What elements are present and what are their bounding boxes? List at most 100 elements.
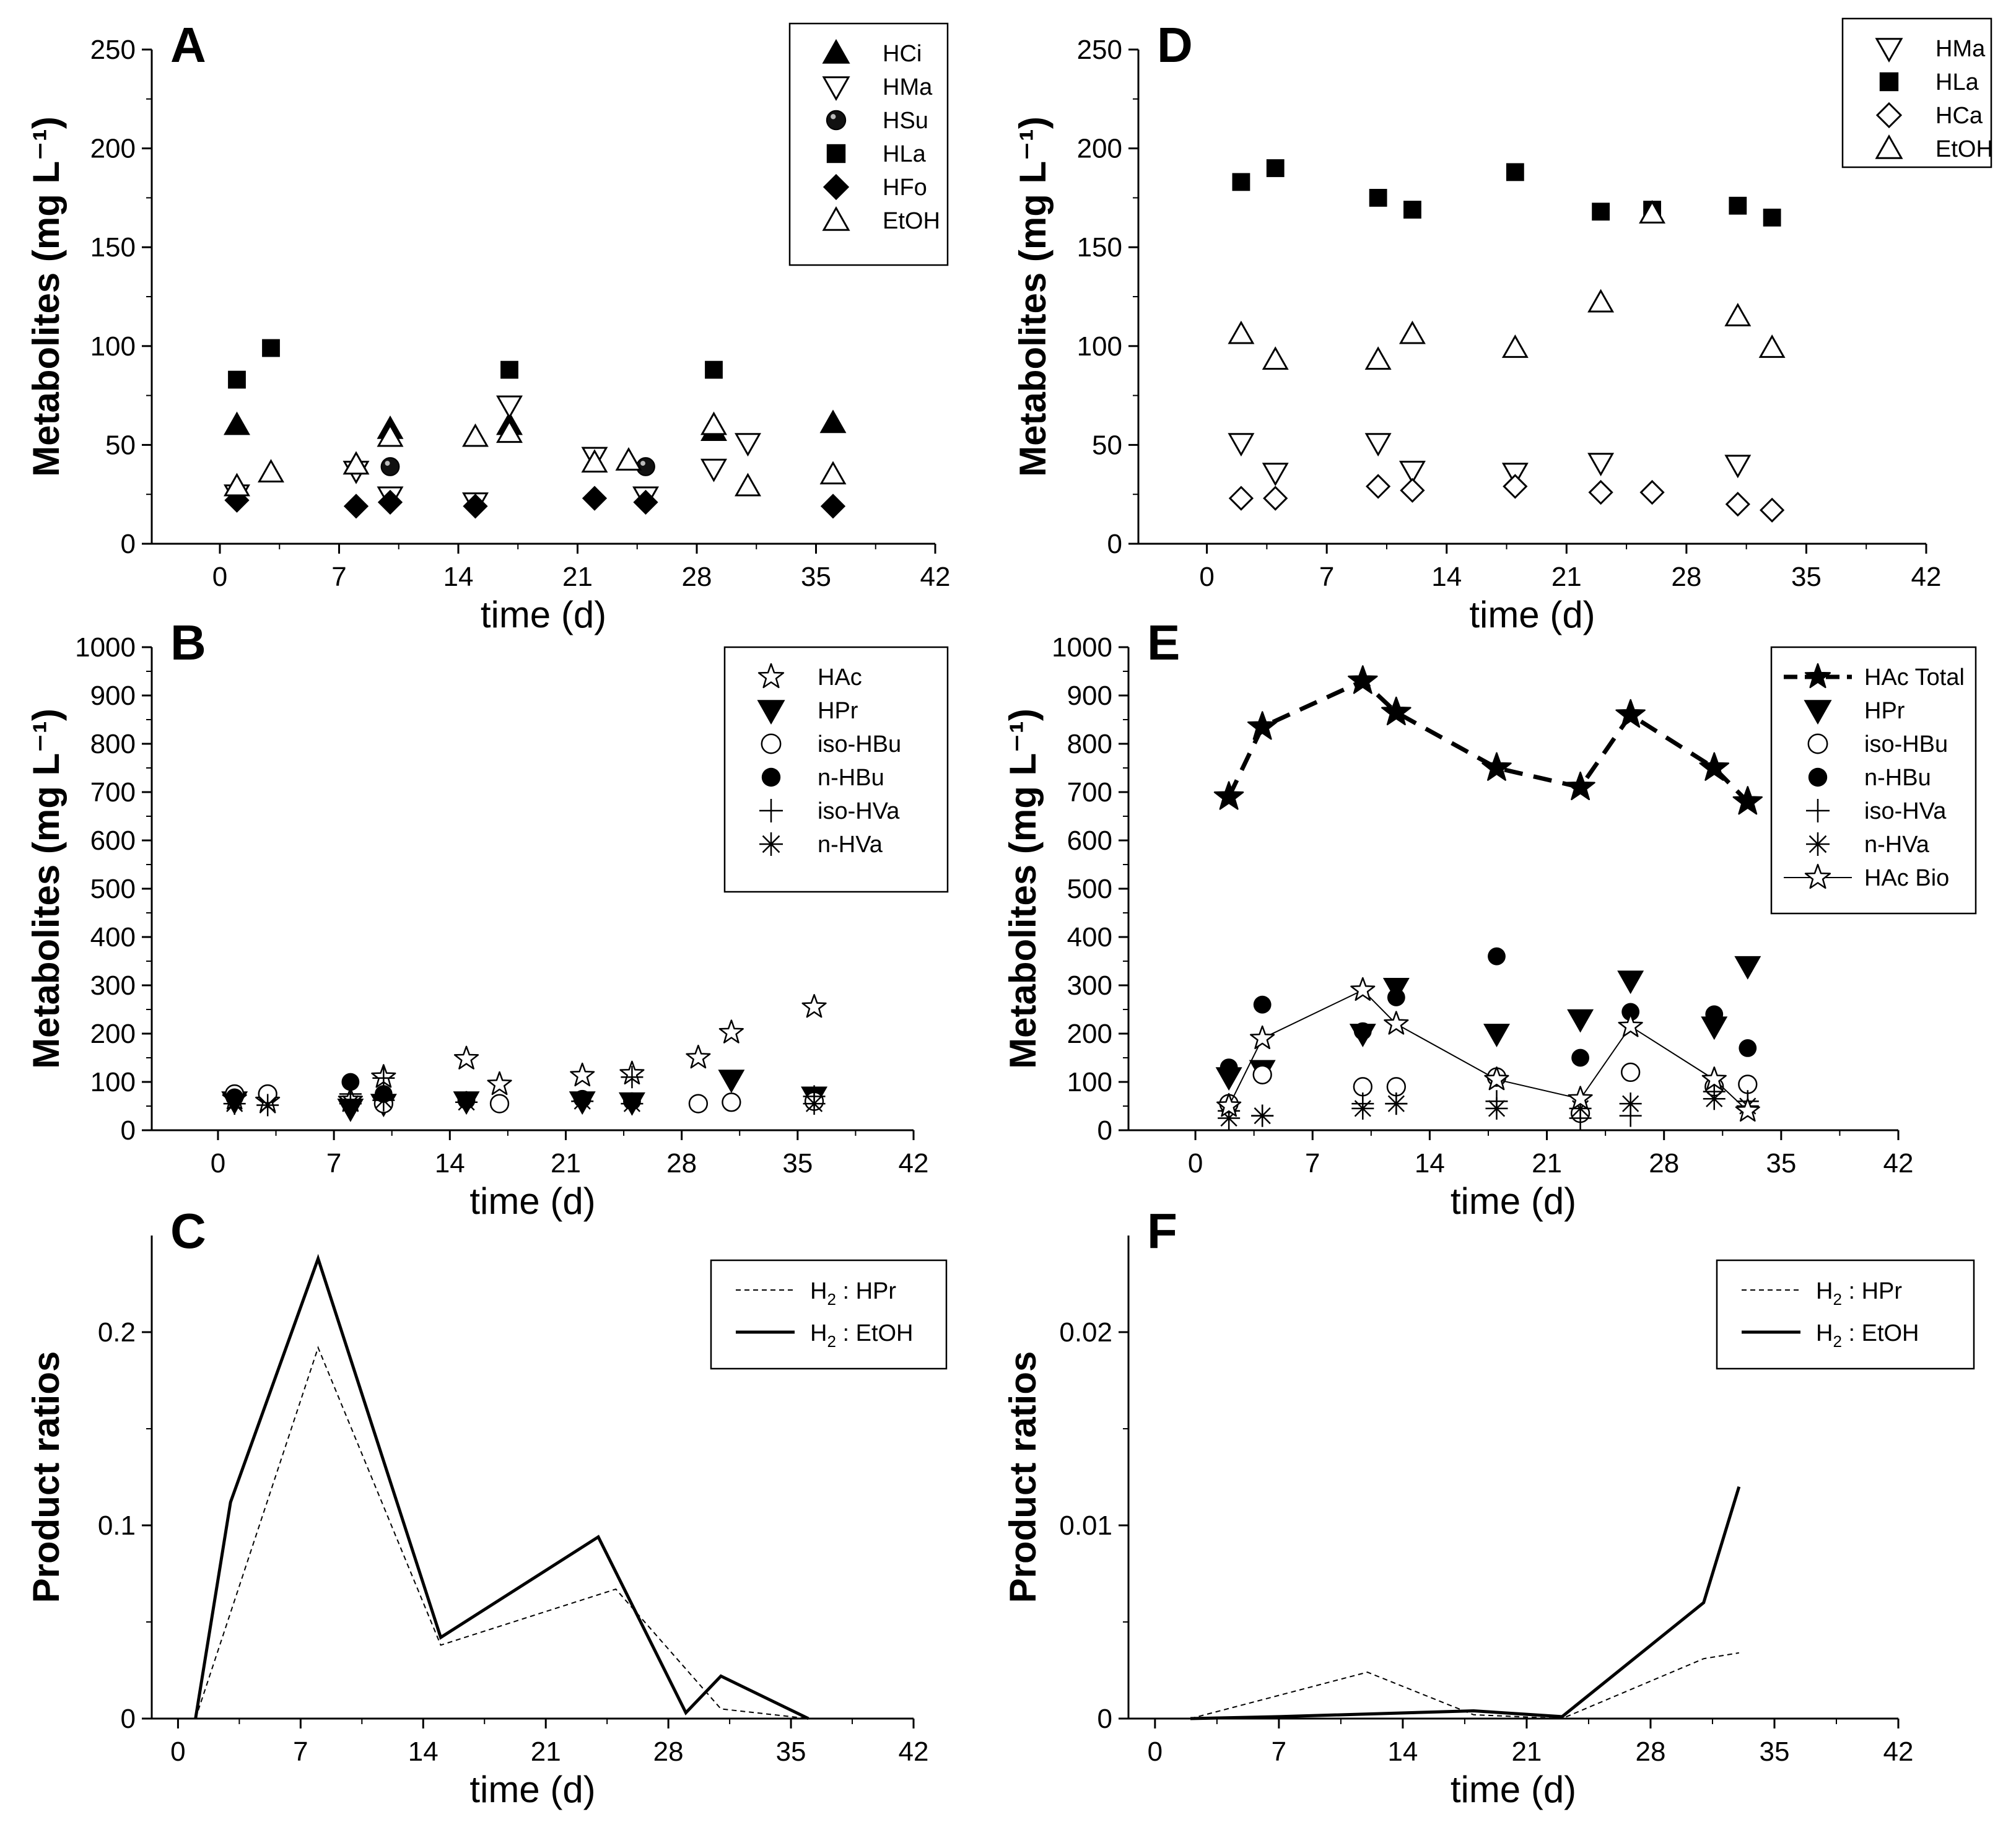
y-tick-label: 200 [1077,134,1122,164]
data-point [718,1070,745,1094]
data-point [1387,988,1405,1006]
data-point [1228,433,1255,457]
legend-marker [822,39,850,64]
data-point [500,360,518,379]
legend-label: HLa [883,141,927,167]
y-tick-label: 100 [1067,1067,1112,1097]
x-tick-label: 14 [443,562,474,592]
data-point [1621,1062,1641,1083]
x-tick-label: 35 [1766,1148,1796,1179]
data-point [1220,1058,1238,1076]
series-line [1190,1652,1739,1720]
legend-label: HPr [1864,698,1905,724]
series-n-hva [223,1089,826,1117]
legend-item: n-HVa [759,832,883,858]
legend-marker [1806,832,1830,856]
legend-box [723,646,949,893]
x-tick-label: 14 [435,1148,465,1179]
legend-marker [1879,72,1899,92]
legend: H2 : HPr H2 : EtOH [710,1259,948,1370]
legend: H2 : HPr H2 : EtOH [1716,1259,1975,1370]
data-point [339,1092,362,1115]
data-point [1729,196,1747,215]
data-point [1617,970,1644,995]
series-hma [1228,433,1752,487]
x-tick-label: 14 [408,1737,439,1767]
data-point [1739,1039,1757,1057]
legend-item: iso-HBu [761,731,901,757]
data-point [1403,201,1421,219]
data-point [1483,1024,1510,1047]
panel-e: 0 7 14 21 28 35 42 0 100 200 300 400 500 600 700 800 900… [1002,615,1977,1222]
x-tick-label: 35 [776,1737,806,1767]
legend-item: HLa [1879,69,1979,95]
series-hma [224,395,761,516]
data-point [1381,696,1412,726]
legend-box [788,22,949,266]
y-tick-label: 0 [1097,1704,1112,1734]
legend-label: HSu [883,108,928,134]
x-tick-label: 35 [801,562,831,592]
data-point [1252,1065,1272,1084]
data-point [1262,346,1289,370]
y-axis-label: Metabolites (mg L⁻¹) [25,116,67,477]
x-tick-label: 0 [211,1148,225,1179]
legend-item: EtOH [822,206,940,234]
y-tick-label: 0 [121,1704,136,1734]
data-point [496,395,523,419]
x-tick-label: 21 [551,1148,581,1179]
data-point [1618,1013,1643,1037]
panel-letter: C [170,1203,206,1258]
y-tick-label: 700 [1067,777,1112,808]
data-point [1639,199,1666,224]
legend-item: HPr [1804,698,1905,725]
legend-label: iso-HVa [818,798,900,824]
y-tick-label: 0.2 [98,1317,136,1348]
legend-box [1770,646,1977,915]
legend-marker [823,173,850,201]
legend-marker-highlight [831,114,836,120]
series-n-hva [1218,1087,1759,1130]
legend-label: EtOH [1935,136,1993,162]
legend-label: H2 : HPr [1816,1278,1902,1309]
legend-marker [759,832,783,856]
data-point [489,1094,510,1114]
panel-letter: D [1157,17,1193,72]
data-point [1485,1097,1508,1120]
data-point [453,1045,479,1070]
data-point [1228,486,1254,511]
y-axis-label: Metabolites (mg L⁻¹) [25,708,67,1069]
series-hca [1228,474,1785,523]
data-point [462,423,489,447]
data-point [1250,1025,1275,1050]
data-point [819,461,847,485]
y-tick-label: 50 [105,430,136,460]
data-point [1484,1066,1509,1091]
x-tick-label: 7 [1272,1737,1286,1767]
y-tick-label: 200 [1067,1019,1112,1049]
legend-label: HPr [818,698,858,724]
x-tick-label: 35 [782,1148,813,1179]
y-tick-label: 900 [90,681,136,711]
data-point [570,1062,595,1087]
data-point [1488,947,1506,965]
data-point [1385,1092,1408,1115]
x-tick-label: 7 [293,1737,308,1767]
series-etoh [224,411,847,497]
data-point [343,451,370,475]
series-line [1228,989,1748,1112]
legend-marker [826,110,847,131]
data-point [1228,320,1255,344]
data-point [718,1019,744,1044]
data-point [1263,486,1288,511]
x-axis-label: time (d) [481,594,606,635]
data-point [1348,665,1378,694]
series-line [1190,1486,1741,1720]
y-tick-label: 0.1 [98,1510,136,1541]
data-point [1481,752,1512,781]
series-h-hpr [194,1346,809,1719]
legend-item: H2 : HPr [736,1278,896,1309]
data-point [1734,956,1761,980]
data-point [1501,334,1529,358]
